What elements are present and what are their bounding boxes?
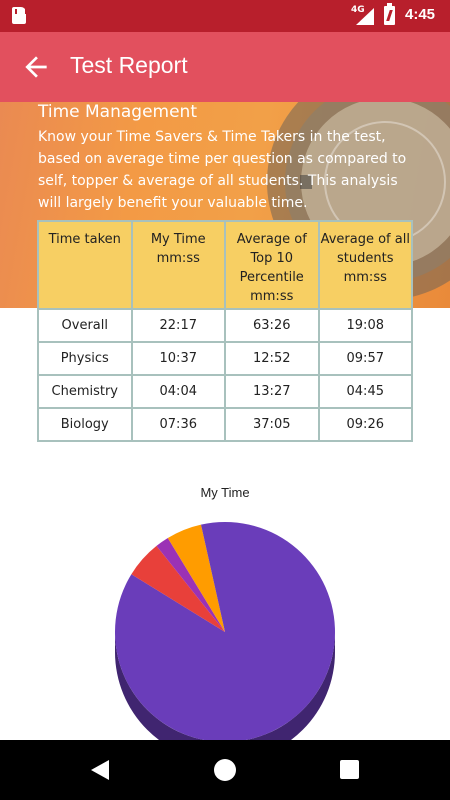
- my-time-cell: 04:04: [132, 376, 224, 407]
- header-all-students-average: Average of all students mm:ss: [319, 222, 411, 308]
- battery-charging-icon: [384, 3, 395, 25]
- pie-slice-1: [131, 545, 225, 632]
- nav-home-icon[interactable]: [214, 759, 236, 781]
- status-time: 4:45: [405, 6, 436, 23]
- top-10-cell: 12:52: [226, 343, 318, 374]
- row-label: Biology: [39, 409, 131, 440]
- row-label: Overall: [39, 310, 131, 341]
- my-time-cell: 10:37: [132, 343, 224, 374]
- pie-slice-2: [156, 538, 225, 632]
- pie-slice-3: [167, 524, 225, 632]
- top-10-cell: 13:27: [226, 376, 318, 407]
- table-row: Overall 22:17 63:26 19:08: [39, 310, 411, 341]
- navigation-bar: [0, 740, 450, 800]
- header-top-10-average: Average of Top 10 Percentile mm:ss: [226, 222, 318, 308]
- row-label: Chemistry: [39, 376, 131, 407]
- table-header-row: Time taken My Time mm:ss Average of Top …: [39, 222, 411, 308]
- arrow-left-icon[interactable]: [20, 51, 52, 83]
- page-title: Test Report: [70, 52, 188, 78]
- all-students-cell: 04:45: [319, 376, 411, 407]
- banner-description: Know your Time Savers & Time Takers in t…: [38, 129, 407, 211]
- nav-back-icon[interactable]: [89, 758, 111, 782]
- pie-slice-0: [115, 522, 336, 740]
- sd-card-icon: [12, 7, 27, 24]
- table-row: Chemistry 04:04 13:27 04:45: [39, 376, 411, 407]
- top-10-cell: 63:26: [226, 310, 318, 341]
- all-students-cell: 09:26: [319, 409, 411, 440]
- my-time-cell: 07:36: [132, 409, 224, 440]
- chart-title: My Time: [200, 485, 250, 500]
- signal-icon: [356, 8, 374, 25]
- time-report-table: Time taken My Time mm:ss Average of Top …: [37, 220, 413, 442]
- banner-heading: Time Management: [38, 102, 197, 122]
- header-my-time: My Time mm:ss: [132, 222, 224, 308]
- row-label: Physics: [39, 343, 131, 374]
- top-10-cell: 37:05: [226, 409, 318, 440]
- pie-slice-4: [201, 522, 225, 632]
- my-time-pie-chart: [115, 522, 336, 740]
- status-bar: 4G 4:45: [0, 0, 450, 32]
- all-students-cell: 19:08: [319, 310, 411, 341]
- table-row: Physics 10:37 12:52 09:57: [39, 343, 411, 374]
- my-time-cell: 22:17: [132, 310, 224, 341]
- header-time-taken: Time taken: [39, 222, 131, 308]
- nav-recents-icon[interactable]: [340, 760, 359, 779]
- network-type-label: 4G: [351, 5, 365, 15]
- app-bar: Test Report: [0, 32, 450, 102]
- table-row: Biology 07:36 37:05 09:26: [39, 409, 411, 440]
- all-students-cell: 09:57: [319, 343, 411, 374]
